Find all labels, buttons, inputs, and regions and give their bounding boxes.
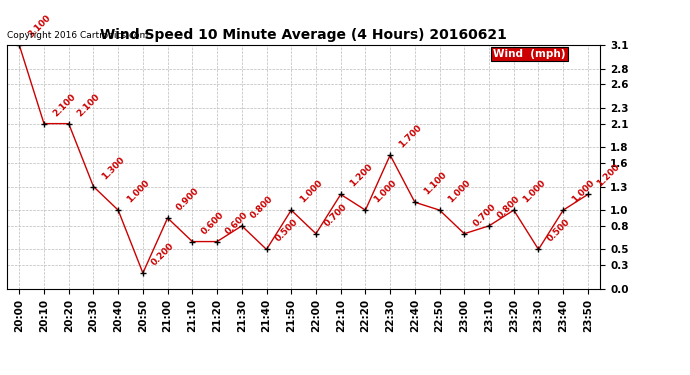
Text: 1.100: 1.100 xyxy=(422,171,448,197)
Text: 0.500: 0.500 xyxy=(273,218,299,244)
Text: 1.200: 1.200 xyxy=(595,163,621,189)
Text: 1.000: 1.000 xyxy=(521,178,547,205)
Text: Wind  (mph): Wind (mph) xyxy=(493,49,566,58)
Text: 1.000: 1.000 xyxy=(446,178,473,205)
Text: 1.000: 1.000 xyxy=(373,178,399,205)
Text: 1.200: 1.200 xyxy=(348,163,374,189)
Text: 0.200: 0.200 xyxy=(150,241,176,267)
Text: 0.700: 0.700 xyxy=(471,202,497,228)
Text: 0.600: 0.600 xyxy=(224,210,250,236)
Text: 2.100: 2.100 xyxy=(51,92,77,118)
Text: 1.300: 1.300 xyxy=(100,155,127,181)
Text: 0.500: 0.500 xyxy=(545,218,571,244)
Text: 0.800: 0.800 xyxy=(496,194,522,220)
Text: Copyright 2016 Cartronics.com: Copyright 2016 Cartronics.com xyxy=(7,31,148,40)
Text: 0.600: 0.600 xyxy=(199,210,226,236)
Text: 1.700: 1.700 xyxy=(397,123,424,150)
Text: 0.800: 0.800 xyxy=(248,194,275,220)
Text: 1.000: 1.000 xyxy=(570,178,596,205)
Text: 1.000: 1.000 xyxy=(125,178,151,205)
Text: 1.000: 1.000 xyxy=(298,178,324,205)
Title: Wind Speed 10 Minute Average (4 Hours) 20160621: Wind Speed 10 Minute Average (4 Hours) 2… xyxy=(100,28,507,42)
Text: 2.100: 2.100 xyxy=(76,92,102,118)
Text: 0.900: 0.900 xyxy=(175,186,201,212)
Text: 3.100: 3.100 xyxy=(26,13,52,39)
Text: 0.700: 0.700 xyxy=(323,202,349,228)
